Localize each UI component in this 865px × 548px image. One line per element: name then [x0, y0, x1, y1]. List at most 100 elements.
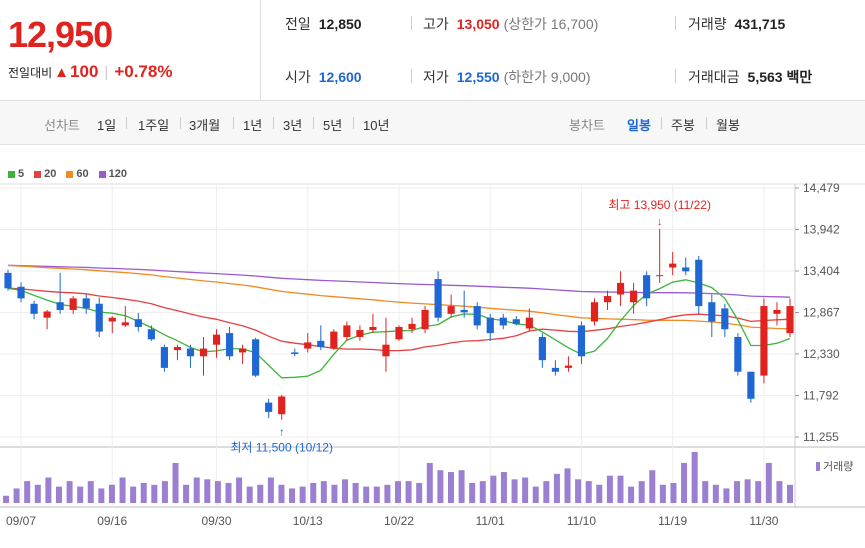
legend-swatch: [98, 170, 106, 178]
candle: [630, 282, 638, 314]
period-10y[interactable]: 10년: [363, 118, 390, 133]
high-annotation: 최고 13,950 (11/22): [608, 198, 711, 212]
candle-body: [225, 333, 234, 357]
candle-body: [773, 309, 781, 314]
y-tick-label: 13,942: [803, 222, 840, 236]
candle-body: [291, 352, 299, 354]
candle: [252, 337, 260, 378]
period-1d[interactable]: 1일: [97, 118, 117, 133]
period-1w[interactable]: 1주일: [138, 118, 170, 133]
stat-high: 고가 13,050 (상한가 16,700): [423, 14, 598, 34]
candle: [108, 316, 116, 334]
candle: [695, 255, 703, 314]
stat-label: 저가: [423, 69, 449, 85]
period-3y[interactable]: 3년: [283, 118, 303, 133]
volume-bar: [575, 479, 582, 503]
candle: [473, 302, 481, 330]
x-tick-label: 11/10: [567, 514, 596, 528]
candle: [134, 313, 142, 332]
candle-body: [252, 339, 260, 376]
low-annotation: 최저 11,500 (10/12): [230, 441, 333, 455]
candle-body: [786, 306, 794, 334]
candle-daily[interactable]: 일봉: [627, 118, 651, 133]
x-tick-label: 09/30: [201, 514, 231, 528]
volume-bar: [310, 482, 317, 503]
volume-bar: [373, 486, 380, 503]
candle: [460, 290, 468, 318]
volume-bar: [246, 486, 253, 503]
volume-bar: [776, 481, 783, 503]
volume-bar: [649, 470, 656, 503]
volume-bar: [172, 462, 179, 503]
candle-body: [525, 317, 533, 329]
candle-body: [616, 282, 625, 295]
volume-bar: [289, 488, 296, 503]
stat-sub: (상한가 16,700): [503, 16, 599, 32]
volume-bar: [257, 484, 264, 503]
divider: [411, 69, 412, 83]
volume-bar: [426, 462, 433, 503]
candle: [525, 308, 533, 332]
volume-bar: [384, 484, 391, 503]
candle: [343, 321, 351, 341]
volume-bar: [617, 475, 624, 503]
candle: [369, 313, 377, 334]
candle-body: [656, 275, 664, 277]
x-tick-label: 10/22: [384, 514, 414, 528]
volume-bar: [532, 486, 539, 503]
volume-bar: [140, 482, 147, 503]
legend-ma60: 60: [66, 168, 89, 180]
y-tick-label: 14,479: [803, 181, 840, 195]
volume-bar: [755, 481, 762, 503]
candle-body: [499, 317, 507, 326]
candle: [721, 303, 729, 337]
candle-monthly[interactable]: 월봉: [716, 118, 740, 133]
volume-bar: [522, 477, 529, 503]
volume-bar: [130, 486, 137, 503]
candle: [30, 300, 38, 320]
period-5y[interactable]: 5년: [323, 118, 343, 133]
x-tick-label: 10/13: [293, 514, 323, 528]
candle: [4, 269, 12, 291]
volume-bar: [151, 484, 158, 503]
volume-bar: [225, 482, 232, 503]
change-value: 100: [70, 62, 99, 81]
volume-bar: [723, 488, 730, 503]
stat-prev-close: 전일 12,850: [285, 14, 362, 34]
volume-bar: [363, 486, 370, 503]
candle-body: [317, 340, 325, 348]
stat-value: 13,050: [456, 16, 500, 32]
candle-body: [147, 329, 155, 340]
candle: [786, 298, 794, 337]
period-1y[interactable]: 1년: [243, 118, 263, 133]
candle-body: [695, 259, 703, 307]
divider: [313, 117, 314, 129]
candle-body: [121, 322, 129, 326]
legend-swatch: [66, 170, 74, 178]
candle: [317, 325, 325, 351]
volume-bar: [490, 475, 497, 503]
legend-label: 120: [108, 168, 127, 180]
candle: [760, 298, 768, 384]
volume-bar: [564, 468, 571, 503]
legend-ma5: 5: [8, 168, 24, 180]
volume-bar: [659, 484, 666, 503]
candle-body: [82, 298, 90, 309]
high-arrow-icon: ↓: [657, 216, 663, 228]
volume-bar: [77, 486, 84, 503]
candle: [278, 394, 286, 420]
volume-bar: [98, 488, 105, 503]
candle-body: [551, 367, 559, 372]
period-3m[interactable]: 3개월: [189, 118, 221, 133]
volume-bar: [416, 482, 423, 503]
volume-bar: [24, 481, 31, 503]
y-tick-label: 12,867: [803, 306, 840, 320]
candle: [186, 344, 195, 368]
candle-weekly[interactable]: 주봉: [671, 118, 695, 133]
volume-bar: [34, 484, 41, 503]
candle: [734, 333, 742, 376]
candle-body: [512, 319, 520, 324]
stat-label: 고가: [423, 16, 449, 32]
stat-sub: (하한가 9,000): [503, 69, 591, 85]
candle-body: [369, 326, 377, 331]
